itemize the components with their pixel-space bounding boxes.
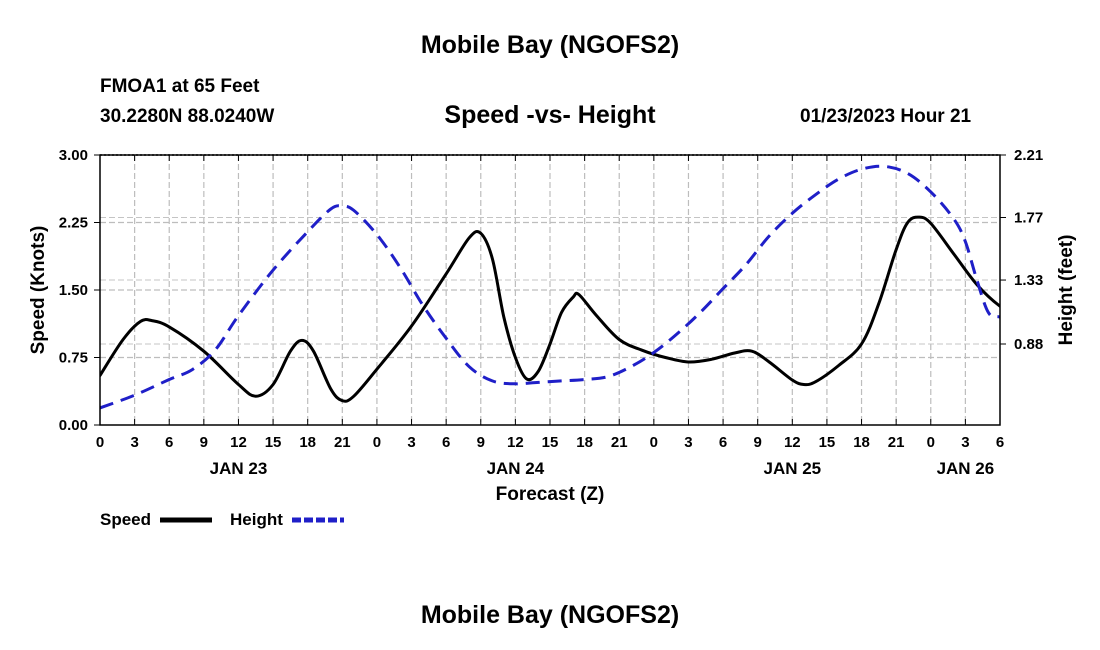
chart-main-title: Mobile Bay (NGOFS2) xyxy=(420,31,680,59)
x-tick-label: 3 xyxy=(961,434,969,451)
x-tick-label: 12 xyxy=(507,434,524,451)
x-tick-label: 18 xyxy=(576,434,593,451)
x-tick-label: 15 xyxy=(542,434,559,451)
series-line-height xyxy=(100,164,1000,410)
x-tick-label: 9 xyxy=(754,434,762,451)
x-tick-label: 21 xyxy=(611,434,628,451)
y2-tick-label: 1.77 xyxy=(1014,210,1043,227)
x-tick-label: 21 xyxy=(334,434,351,451)
x-tick-label: 18 xyxy=(299,434,316,451)
y-tick-label: 1.50 xyxy=(59,282,88,299)
x-tick-label: 18 xyxy=(853,434,870,451)
x-tick-label: 3 xyxy=(684,434,692,451)
x-tick-label: 0 xyxy=(373,434,381,451)
coordinates-label: 30.2280N 88.0240W xyxy=(100,106,275,127)
y2-tick-label: 1.33 xyxy=(1014,272,1043,289)
legend-label-speed: Speed xyxy=(100,510,151,529)
y-tick-label: 0.00 xyxy=(59,417,88,434)
y2-tick-label: 0.88 xyxy=(1014,336,1043,353)
x-tick-label: 6 xyxy=(996,434,1004,451)
x-tick-label: 6 xyxy=(165,434,173,451)
x-tick-label: 6 xyxy=(719,434,727,451)
y2-tick-label: 2.21 xyxy=(1014,147,1043,164)
x-tick-label: 15 xyxy=(265,434,282,451)
y-tick-label: 2.25 xyxy=(59,215,88,232)
x-tick-label: 12 xyxy=(230,434,247,451)
chart-footer-title: Mobile Bay (NGOFS2) xyxy=(420,601,680,629)
x-tick-label: 0 xyxy=(927,434,935,451)
x-tick-label: 21 xyxy=(888,434,905,451)
axes: 0 3 6 9 12 15 18 21 0 3 6 9 12 15 18 21 0 3 6 9 12 15 18 21 0 3 6J… xyxy=(59,147,1043,478)
x-date-label: JAN 23 xyxy=(210,459,268,478)
legend-label-height: Height xyxy=(230,510,283,529)
forecast-datetime: 01/23/2023 Hour 21 xyxy=(800,106,972,127)
grid xyxy=(100,154,1000,425)
y-tick-label: 0.75 xyxy=(59,350,88,367)
x-axis-label: Forecast (Z) xyxy=(496,484,605,505)
x-date-label: JAN 26 xyxy=(937,459,995,478)
x-date-label: JAN 24 xyxy=(487,459,545,478)
y-tick-label: 3.00 xyxy=(59,147,88,164)
y2-axis-label: Height (feet) xyxy=(1056,235,1077,346)
x-tick-label: 3 xyxy=(407,434,415,451)
x-tick-label: 3 xyxy=(130,434,138,451)
x-date-label: JAN 25 xyxy=(763,459,821,478)
series-line-speed xyxy=(100,215,1000,403)
x-tick-label: 12 xyxy=(784,434,801,451)
x-tick-label: 6 xyxy=(442,434,450,451)
x-tick-label: 9 xyxy=(477,434,485,451)
series-group xyxy=(100,164,1000,410)
chart-subtitle: Speed -vs- Height xyxy=(444,101,656,129)
x-tick-label: 9 xyxy=(200,434,208,451)
legend: Speed Height xyxy=(100,510,344,529)
y-axis-label: Speed (Knots) xyxy=(28,226,49,355)
x-tick-label: 0 xyxy=(650,434,658,451)
x-tick-label: 0 xyxy=(96,434,104,451)
station-label: FMOA1 at 65 Feet xyxy=(100,76,260,97)
x-tick-label: 15 xyxy=(819,434,836,451)
